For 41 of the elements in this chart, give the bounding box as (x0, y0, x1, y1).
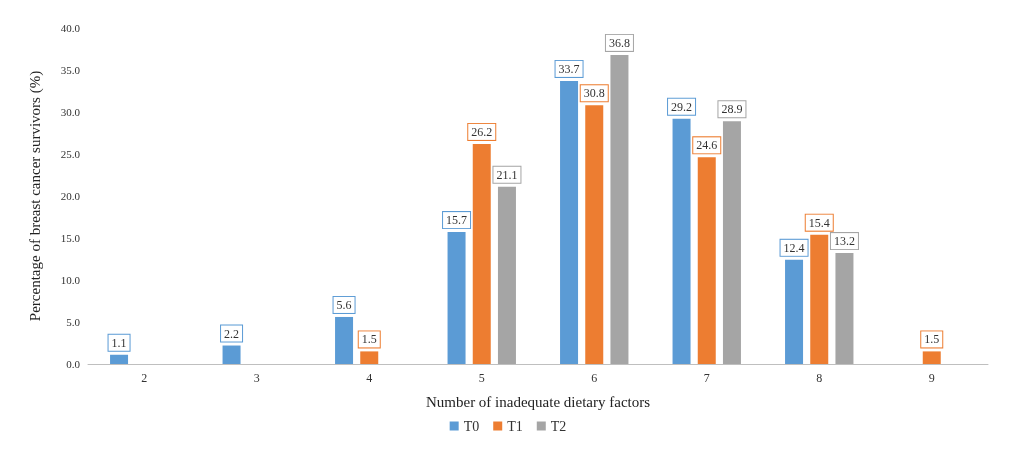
data-label: 5.6 (336, 297, 352, 312)
x-tick-label: 9 (928, 371, 935, 385)
data-label: 29.2 (671, 99, 693, 114)
data-label: 15.4 (808, 215, 830, 230)
bar (447, 232, 466, 364)
legend-label: T2 (550, 418, 567, 434)
data-label: 1.1 (111, 335, 127, 350)
x-tick-label: 6 (591, 371, 598, 385)
x-tick-label: 8 (816, 371, 823, 385)
x-tick-label: 3 (253, 371, 260, 385)
data-label: 15.7 (446, 213, 468, 228)
x-axis-title: Number of inadequate dietary factors (425, 393, 651, 410)
y-tick-label: 0.0 (66, 358, 81, 370)
x-tick-label: 5 (478, 371, 485, 385)
y-tick-label: 25.0 (60, 148, 81, 160)
y-tick-label: 30.0 (60, 106, 81, 118)
data-label: 12.4 (783, 240, 805, 255)
legend-label: T1 (507, 418, 523, 434)
bar (835, 253, 854, 364)
data-label: 24.6 (696, 138, 718, 153)
data-label: 21.1 (496, 167, 518, 182)
y-tick-label: 5.0 (66, 316, 81, 328)
x-tick-label: 4 (366, 371, 373, 385)
data-label: 26.2 (471, 124, 493, 139)
legend-label: T0 (463, 418, 480, 434)
x-tick-label: 2 (141, 371, 148, 385)
data-label: 13.2 (833, 234, 855, 249)
data-label: 33.7 (558, 61, 580, 76)
data-label: 1.5 (361, 332, 377, 347)
y-tick-label: 10.0 (60, 274, 81, 286)
data-label: 1.5 (924, 332, 940, 347)
data-label: 36.8 (608, 35, 630, 50)
y-axis-title: Percentage of breast cancer survivors (%) (26, 70, 44, 322)
y-tick-label: 35.0 (60, 64, 81, 76)
y-tick-label: 20.0 (60, 190, 81, 202)
y-tick-label: 40.0 (60, 22, 81, 34)
data-label: 28.9 (721, 102, 743, 117)
x-tick-label: 7 (703, 371, 710, 385)
data-label: 30.8 (583, 86, 605, 101)
data-label: 2.2 (224, 326, 240, 341)
y-tick-label: 15.0 (60, 232, 81, 244)
